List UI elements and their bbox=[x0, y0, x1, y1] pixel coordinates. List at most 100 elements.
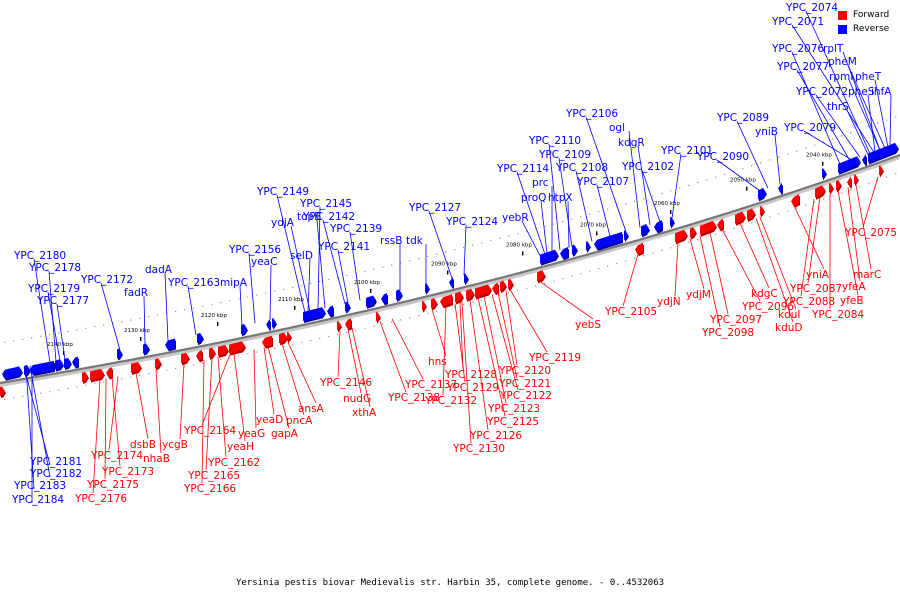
forward-label: marC bbox=[853, 269, 881, 281]
forward-label: YPC_2175 bbox=[86, 479, 139, 491]
forward-label: YPC_2132 bbox=[424, 395, 477, 407]
tick-mark bbox=[217, 321, 219, 326]
forward-label: ycgB bbox=[162, 439, 188, 451]
reverse-leader bbox=[848, 79, 881, 151]
forward-label: YPC_2146 bbox=[319, 377, 372, 389]
reverse-label: YPC_2077 bbox=[776, 61, 829, 73]
tick-mark bbox=[447, 270, 449, 275]
reverse-leader bbox=[248, 252, 256, 324]
reverse-label: YPC_2079 bbox=[783, 122, 836, 134]
reverse-label: YPC_2101 bbox=[660, 145, 713, 157]
forward-gene bbox=[635, 242, 643, 255]
tick-mark bbox=[294, 305, 296, 310]
forward-gene bbox=[262, 335, 272, 347]
forward-leader bbox=[862, 176, 879, 228]
reverse-label: YPC_2102 bbox=[621, 161, 674, 173]
forward-leader bbox=[483, 296, 507, 404]
forward-leader bbox=[505, 290, 518, 366]
forward-leader bbox=[477, 297, 506, 417]
legend-reverse-label: Reverse bbox=[853, 24, 890, 34]
forward-label: YPC_2121 bbox=[498, 378, 551, 390]
forward-label: kdgC bbox=[751, 288, 778, 300]
forward-leader bbox=[855, 184, 872, 270]
forward-leader bbox=[108, 376, 119, 451]
tick-mark bbox=[670, 209, 672, 214]
reverse-leader bbox=[322, 219, 346, 304]
forward-leader bbox=[337, 330, 341, 378]
reverse-label: YPC_2142 bbox=[302, 211, 355, 223]
reverse-leader bbox=[23, 366, 51, 466]
reverse-gene bbox=[586, 240, 590, 252]
genome-caption: Yersinia pestis biovar Medievalis str. H… bbox=[235, 578, 665, 588]
reverse-label: pheT bbox=[855, 71, 882, 83]
forward-gene bbox=[82, 371, 88, 382]
forward-leader bbox=[539, 281, 594, 320]
reverse-gene bbox=[778, 182, 782, 194]
reverse-label: YPC_2149 bbox=[256, 186, 309, 198]
forward-gene bbox=[181, 352, 189, 364]
dots-lower bbox=[4, 173, 897, 400]
forward-label: YPC_2098 bbox=[701, 327, 754, 339]
forward-gene bbox=[229, 341, 245, 354]
reverse-label: YPC_2107 bbox=[576, 176, 629, 188]
reverse-leader bbox=[803, 130, 853, 161]
reverse-label: mipA bbox=[220, 277, 248, 289]
reverse-gene bbox=[345, 301, 350, 312]
forward-gene bbox=[131, 361, 141, 373]
forward-leader bbox=[739, 223, 770, 289]
forward-label: kduD bbox=[775, 322, 803, 334]
reverse-gene bbox=[396, 289, 402, 300]
reverse-leader bbox=[567, 200, 570, 248]
reverse-gene bbox=[572, 244, 577, 255]
tick-label: 2060 kbp bbox=[654, 201, 680, 207]
forward-gene bbox=[287, 331, 291, 342]
reverse-leader bbox=[774, 134, 781, 185]
forward-label: nudG bbox=[343, 393, 371, 405]
reverse-label: topB bbox=[297, 211, 321, 223]
reverse-label: thrS bbox=[827, 101, 849, 113]
forward-label: YPC_2097 bbox=[709, 314, 762, 326]
reverse-label: pheM bbox=[828, 56, 857, 68]
forward-gene bbox=[829, 182, 833, 193]
reverse-label: YPC_2114 bbox=[496, 163, 549, 175]
forward-leader bbox=[347, 328, 362, 394]
reverse-label: pheS bbox=[848, 86, 875, 98]
forward-gene bbox=[717, 218, 723, 230]
forward-label: yebS bbox=[575, 319, 601, 331]
forward-label: YPC_2162 bbox=[207, 457, 260, 469]
reverse-label: proQ bbox=[521, 192, 546, 204]
reverse-gene bbox=[2, 367, 14, 379]
reverse-leader bbox=[815, 94, 861, 158]
legend: Forward Reverse bbox=[838, 8, 889, 36]
reverse-leader bbox=[628, 130, 641, 228]
forward-leader bbox=[104, 378, 107, 480]
forward-label: YPC_2138 bbox=[387, 392, 440, 404]
reverse-leader bbox=[428, 210, 453, 279]
reverse-leader bbox=[521, 220, 541, 256]
reverse-label: YPC_2182 bbox=[29, 468, 82, 480]
reverse-leader bbox=[100, 282, 121, 351]
forward-label: YPC_2128 bbox=[444, 369, 497, 381]
forward-label: yniA bbox=[806, 269, 830, 281]
reverse-label: YPC_2124 bbox=[445, 216, 498, 228]
forward-label: pncA bbox=[286, 415, 313, 427]
forward-leader bbox=[111, 377, 121, 467]
forward-leader bbox=[201, 359, 205, 484]
reverse-label: YPC_2172 bbox=[80, 274, 133, 286]
tick-mark bbox=[746, 186, 748, 191]
reverse-leader bbox=[847, 64, 886, 149]
forward-gene bbox=[431, 297, 437, 309]
forward-gene bbox=[815, 185, 825, 198]
reverse-label: rplT bbox=[823, 43, 844, 55]
forward-gene bbox=[440, 294, 452, 307]
forward-leader bbox=[92, 379, 101, 494]
forward-label: gapA bbox=[271, 428, 299, 440]
forward-gene bbox=[218, 344, 228, 356]
reverse-gene bbox=[822, 168, 826, 179]
forward-label: yeaG bbox=[238, 428, 265, 440]
reverse-label: htpX bbox=[548, 192, 573, 204]
reverse-gene bbox=[266, 319, 270, 329]
reverse-gene bbox=[165, 338, 175, 350]
reverse-gene bbox=[327, 305, 333, 316]
